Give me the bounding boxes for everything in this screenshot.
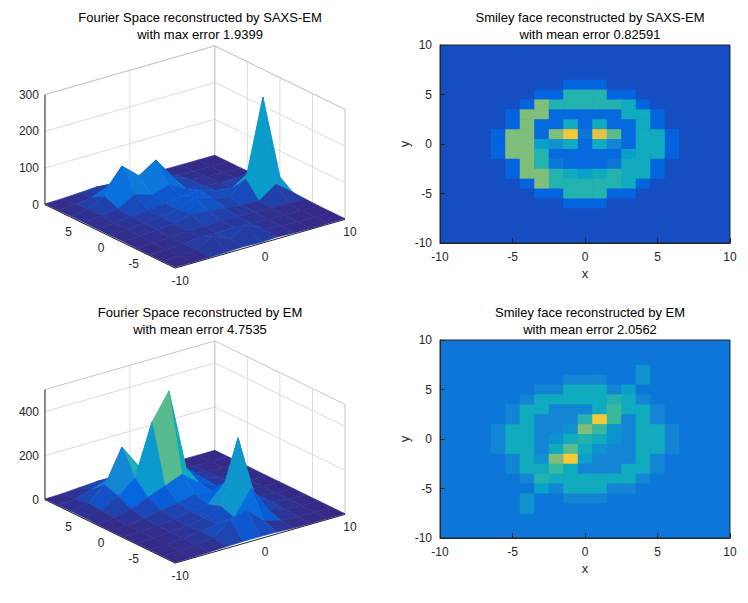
svg-text:-10: -10	[415, 531, 433, 545]
svg-text:0: 0	[425, 137, 432, 151]
svg-text:0: 0	[262, 545, 269, 559]
svg-text:Fourier Space reconstructed by: Fourier Space reconstructed by SAXS-EM	[78, 10, 322, 25]
svg-text:0: 0	[32, 198, 39, 212]
svg-text:x: x	[582, 561, 589, 576]
svg-text:x: x	[582, 266, 589, 281]
svg-text:5: 5	[654, 250, 661, 264]
svg-text:-10: -10	[172, 569, 190, 583]
svg-text:-10: -10	[431, 250, 449, 264]
svg-text:10: 10	[343, 520, 357, 534]
svg-text:0: 0	[98, 536, 105, 550]
svg-text:5: 5	[654, 545, 661, 559]
svg-text:200: 200	[19, 449, 39, 463]
svg-text:10: 10	[343, 225, 357, 239]
svg-text:with mean error 4.7535: with mean error 4.7535	[132, 322, 267, 337]
svg-text:5: 5	[65, 225, 72, 239]
svg-text:-10: -10	[415, 236, 433, 250]
svg-text:0: 0	[262, 250, 269, 264]
svg-text:-5: -5	[507, 250, 518, 264]
svg-text:200: 200	[19, 124, 39, 138]
svg-text:10: 10	[723, 545, 737, 559]
svg-text:-5: -5	[507, 545, 518, 559]
svg-text:y: y	[397, 435, 412, 442]
svg-text:-5: -5	[421, 187, 432, 201]
svg-text:400: 400	[19, 405, 39, 419]
svg-text:Smiley face reconstructed by S: Smiley face reconstructed by SAXS-EM	[475, 10, 704, 25]
svg-text:-5: -5	[128, 552, 139, 566]
svg-text:300: 300	[19, 88, 39, 102]
svg-text:100: 100	[19, 161, 39, 175]
svg-text:-10: -10	[172, 274, 190, 288]
svg-text:0: 0	[582, 250, 589, 264]
svg-text:10: 10	[419, 333, 433, 347]
svg-text:0: 0	[32, 493, 39, 507]
svg-text:Smiley face reconstructed by E: Smiley face reconstructed by EM	[495, 305, 685, 320]
svg-text:5: 5	[65, 520, 72, 534]
svg-text:with mean error 0.82591: with mean error 0.82591	[519, 27, 661, 42]
svg-text:with max error 1.9399: with max error 1.9399	[136, 27, 263, 42]
svg-text:0: 0	[98, 241, 105, 255]
svg-text:10: 10	[723, 250, 737, 264]
svg-text:-10: -10	[431, 545, 449, 559]
svg-text:10: 10	[419, 38, 433, 52]
svg-text:with mean error 2.0562: with mean error 2.0562	[522, 322, 657, 337]
svg-text:-5: -5	[421, 482, 432, 496]
svg-text:5: 5	[425, 88, 432, 102]
svg-text:y: y	[397, 140, 412, 147]
svg-text:Fourier Space reconstructed by: Fourier Space reconstructed by EM	[98, 305, 302, 320]
svg-text:-5: -5	[128, 257, 139, 271]
svg-text:5: 5	[425, 383, 432, 397]
svg-text:0: 0	[425, 432, 432, 446]
svg-text:0: 0	[582, 545, 589, 559]
